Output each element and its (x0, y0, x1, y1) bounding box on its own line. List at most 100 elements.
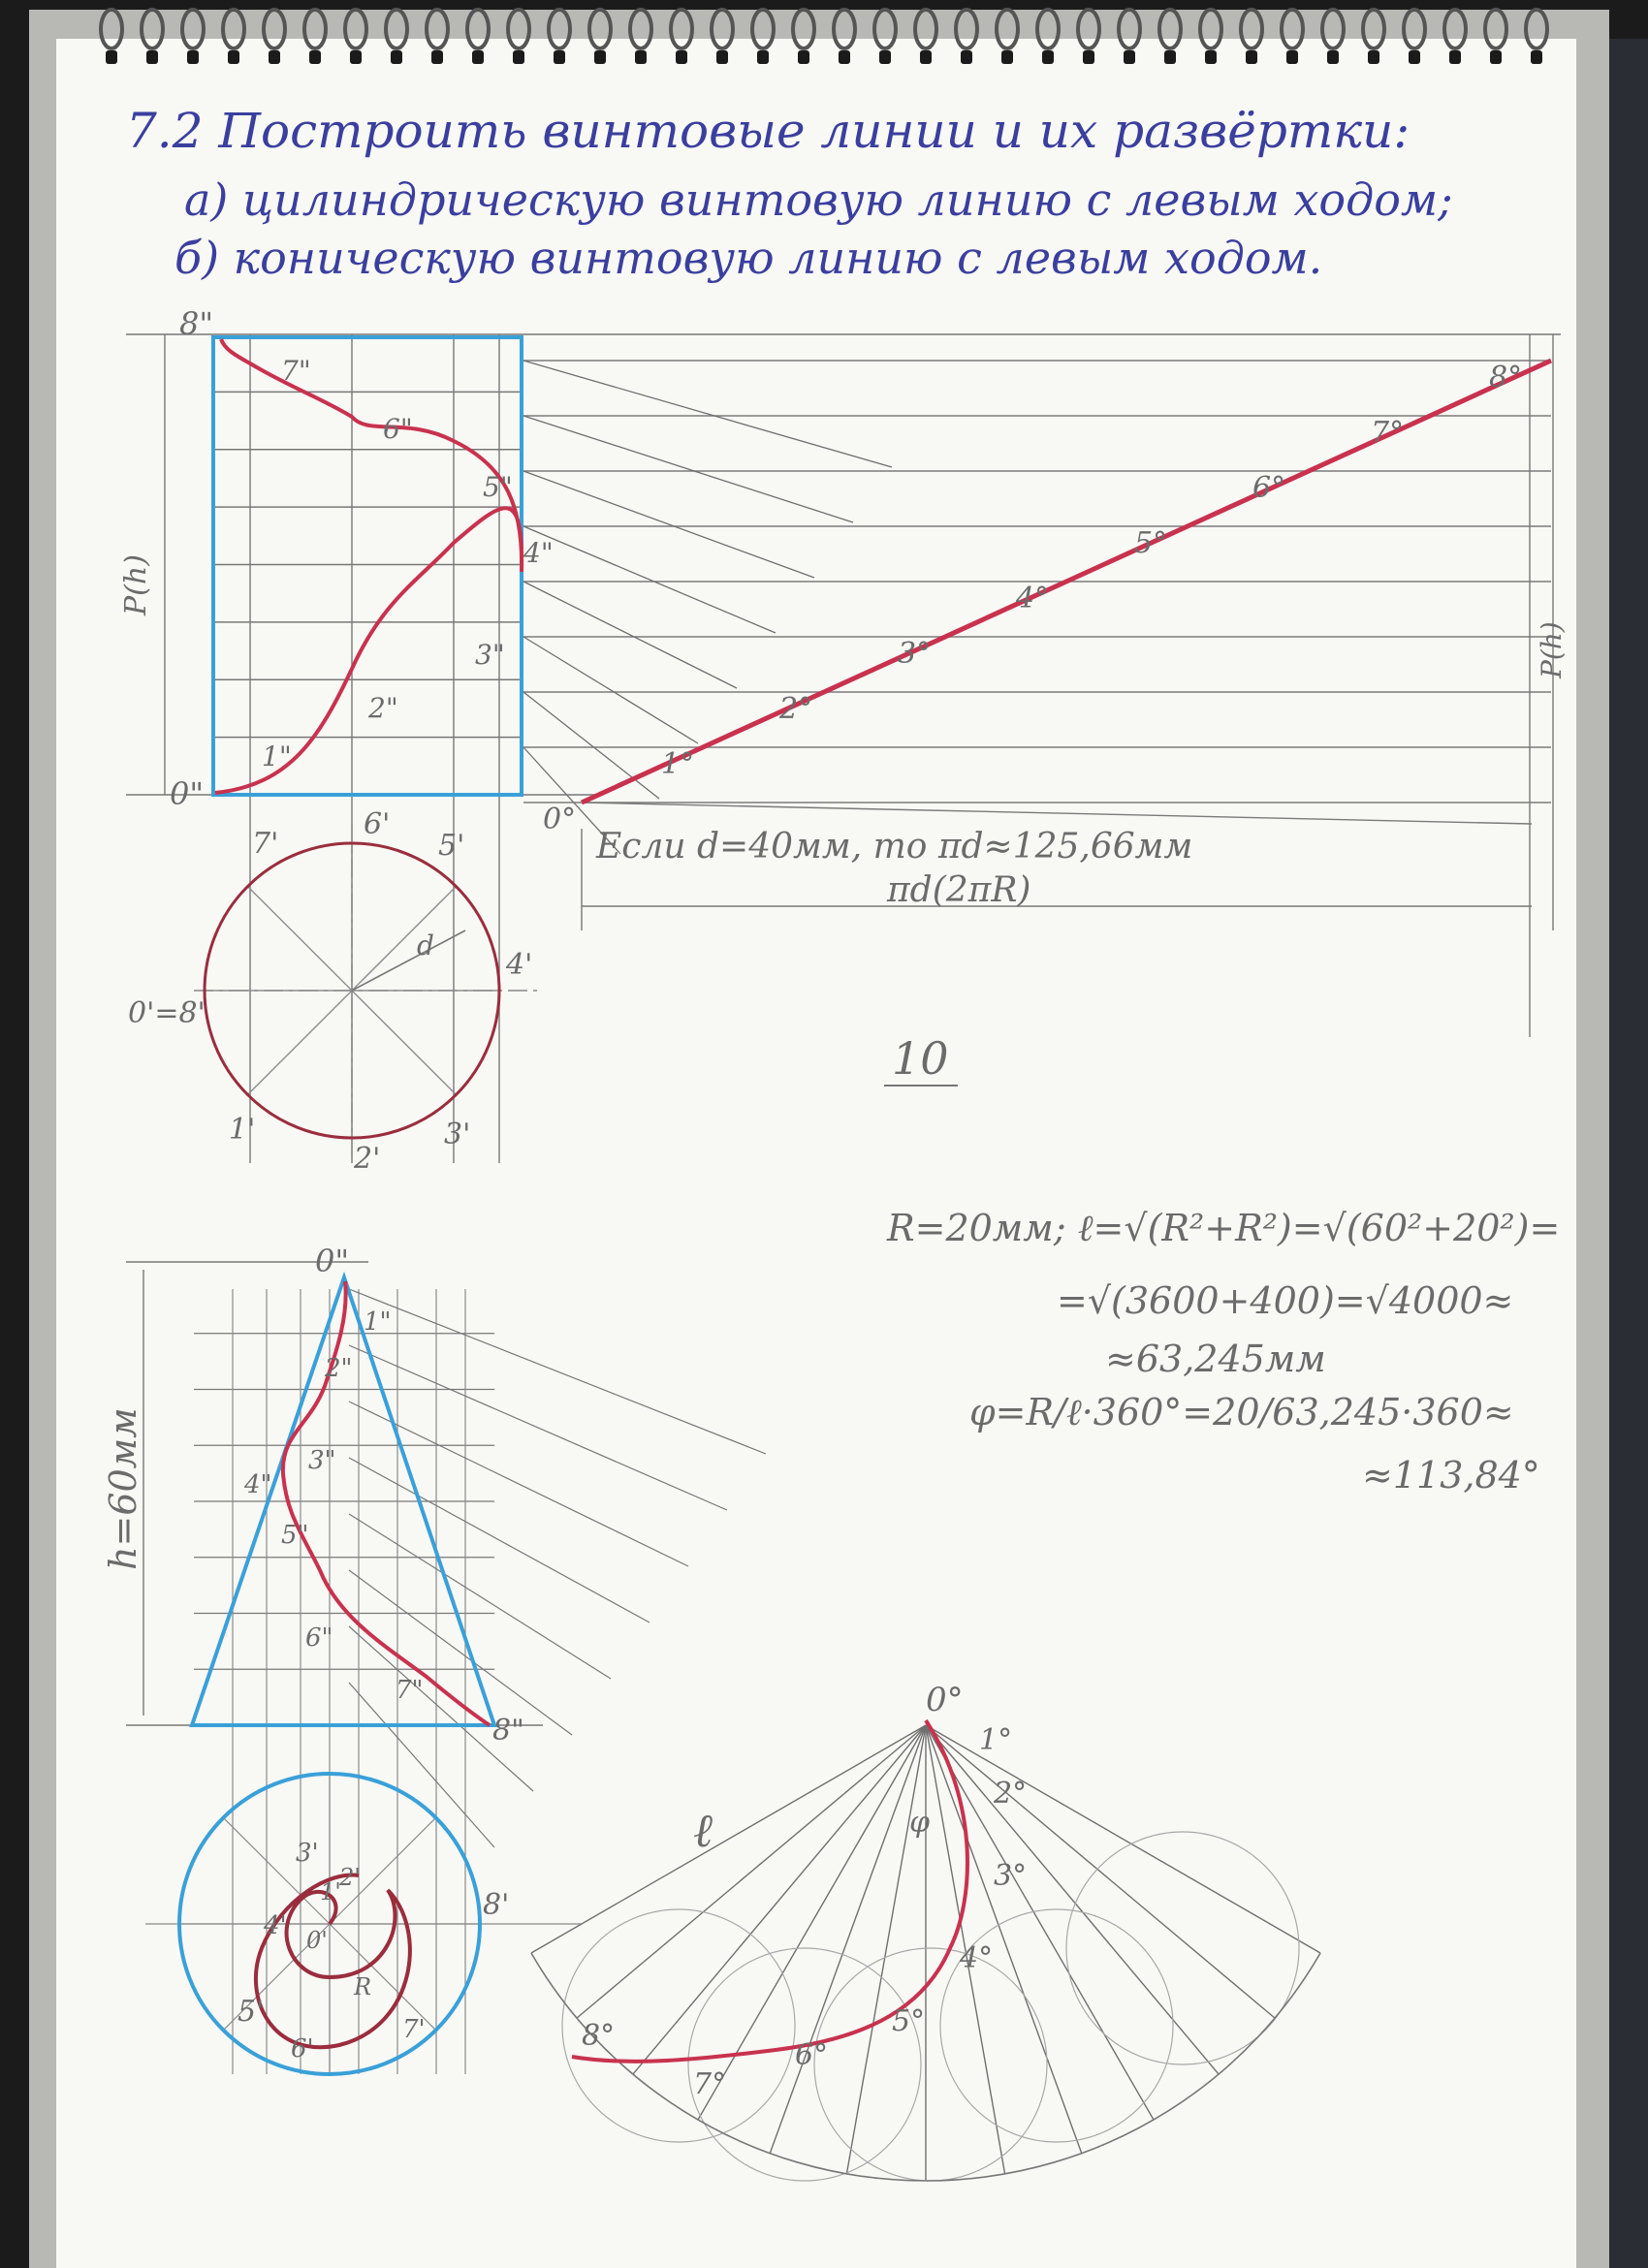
cyl-diameter-label: d (417, 929, 434, 961)
cone-top-point: 4' (263, 1911, 287, 1940)
ring-hole (1164, 50, 1176, 64)
ring-hole (228, 50, 239, 64)
ring-hole (1449, 50, 1461, 64)
cyl-pitch-label: P(h) (119, 554, 153, 616)
formula-line-2: =√(3600+400)=√4000≈ (1057, 1279, 1513, 1322)
ring (506, 8, 531, 50)
ring-hole (1083, 50, 1094, 64)
ring (1035, 8, 1061, 50)
cone-apex-label: 0" (315, 1243, 349, 1279)
cone-front-point: 1" (364, 1307, 392, 1337)
ring (1117, 8, 1142, 50)
cyl-front-point: 3" (475, 639, 505, 671)
formula-line-1: R=20мм; ℓ=√(R²+R²)=√(60²+20²)= (886, 1207, 1560, 1249)
cyl-dev-point: 5° (1134, 526, 1167, 560)
ring-hole (676, 50, 687, 64)
ring-hole (431, 50, 443, 64)
ring-hole (1042, 50, 1054, 64)
cone-radius-label: R (353, 1973, 371, 2000)
cone-top-point: 2' (338, 1864, 361, 1891)
cyl-dev-point: 1° (661, 747, 694, 781)
cone-front-point: 7" (396, 1676, 424, 1705)
cyl-top-point: 5' (438, 829, 464, 863)
ring-hole (716, 50, 728, 64)
ring (1483, 8, 1508, 50)
ring (425, 8, 450, 50)
ring (995, 8, 1020, 50)
ring-hole (1286, 50, 1298, 64)
ring (1442, 8, 1468, 50)
cyl-dev-point: 2° (778, 692, 812, 726)
ring-hole (1490, 50, 1502, 64)
ring (1402, 8, 1427, 50)
cone-dev-apex: 0° (926, 1681, 964, 1719)
cone-dev-point: 1° (979, 1723, 1012, 1757)
cone-top-point: 0' (306, 1927, 328, 1954)
ring-hole (146, 50, 158, 64)
ring (913, 8, 938, 50)
ring-hole (472, 50, 484, 64)
cone-dev-point: 2° (993, 1777, 1027, 1811)
cone-front-view: 0" 1" 2" 3" 4" 5" 6" 7" 8" h=60мм (102, 1243, 767, 2074)
ring (221, 8, 246, 50)
cylinder-development: P(h) 0° 1° 2° 3° 4° 5° 6° 7° 8° Если d=40мм, то … (523, 334, 1568, 1037)
cone-top-point: 7' (402, 2015, 426, 2044)
formula-phi: φ=R/ℓ·360°=20/63,245·360≈ (969, 1391, 1514, 1433)
dev-pitch-label: P(h) (1536, 621, 1568, 679)
ring-hole (269, 50, 280, 64)
cone-front-point: 4" (243, 1470, 272, 1499)
ring-hole (1205, 50, 1217, 64)
heading-line-1: 7.2 Построить винтовые линии и их развёр… (126, 103, 1410, 159)
cyl-front-point: 2" (367, 692, 398, 724)
cone-top-point: 3' (296, 1839, 319, 1868)
ring (1239, 8, 1264, 50)
ring (628, 8, 653, 50)
paper-sheet (56, 39, 1576, 2268)
cyl-dev-point: 4° (1015, 582, 1049, 615)
ring-hole (961, 50, 972, 64)
ring-hole (1124, 50, 1135, 64)
formula-phi-result: ≈113,84° (1362, 1454, 1540, 1496)
heading-line-2: а) цилиндрическую винтовую линию с левым… (184, 173, 1453, 226)
ring-hole (757, 50, 769, 64)
ring (99, 8, 124, 50)
heading-line-3: б) коническую винтовую линию с левым ход… (174, 232, 1322, 284)
ring (710, 8, 735, 50)
ring-hole (187, 50, 199, 64)
ring-hole (635, 50, 647, 64)
cone-spiral-top (253, 1873, 412, 2049)
ring (1524, 8, 1549, 50)
formula-line-3: ≈63,245мм (1105, 1338, 1326, 1380)
cyl-top-point: 6' (364, 807, 390, 841)
cylinder-front-view (126, 333, 1561, 1163)
cone-dev-point: 4° (959, 1941, 993, 1975)
ring (140, 8, 165, 50)
cone-angle-label: φ (909, 1806, 930, 1840)
ring-hole (106, 50, 117, 64)
cyl-top-point: 7' (252, 827, 278, 861)
cyl-dev-point: 6° (1252, 471, 1285, 505)
ring-hole (309, 50, 321, 64)
cylinder-front-labels: 0" 1" 2" 3" 4" 5" 6" 7" 8" P(h) (119, 305, 554, 812)
ring-hole (594, 50, 606, 64)
cone-height-label: h=60мм (102, 1407, 144, 1570)
cone-top-view: 0' 1' 2' 3' 4' 5' 6' 7' 8' R (145, 1772, 582, 2076)
scale-mark: 10 (884, 1032, 958, 1087)
cyl-front-point: 0" (170, 775, 204, 812)
ring (832, 8, 857, 50)
cone-generatrix-label: ℓ (693, 1804, 713, 1858)
ring-hole (1327, 50, 1339, 64)
cone-dev-point: 6° (795, 2038, 828, 2072)
cylinder-helix-curve (214, 338, 524, 795)
cyl-front-point: 1" (262, 740, 292, 772)
ring (343, 8, 368, 50)
ring (180, 8, 206, 50)
ring-hole (391, 50, 402, 64)
task-heading: 7.2 Построить винтовые линии и их развёр… (126, 103, 1453, 284)
ring-hole (839, 50, 850, 64)
ring (1280, 8, 1305, 50)
cone-top-point: 5' (238, 1995, 264, 2029)
ring-hole (920, 50, 932, 64)
cyl-dev-point: 7° (1371, 416, 1404, 450)
cyl-top-point: 4' (505, 948, 532, 982)
